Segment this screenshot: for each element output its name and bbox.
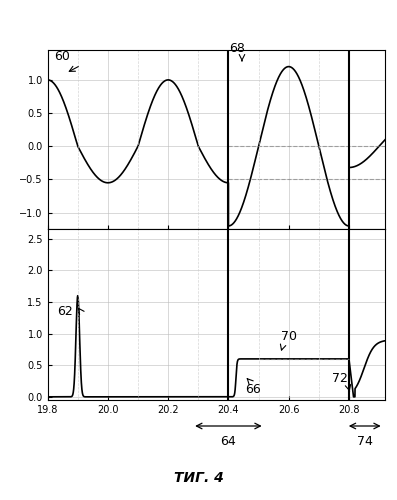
- Text: 70: 70: [281, 330, 297, 343]
- Text: 68: 68: [229, 42, 245, 54]
- Text: 74: 74: [357, 435, 373, 448]
- Text: ΤИГ. 4: ΤИГ. 4: [173, 470, 224, 484]
- Text: 64: 64: [221, 435, 236, 448]
- Text: 66: 66: [245, 383, 260, 396]
- Text: 60: 60: [54, 50, 69, 64]
- Text: 72: 72: [332, 372, 348, 386]
- Text: 62: 62: [57, 305, 72, 318]
